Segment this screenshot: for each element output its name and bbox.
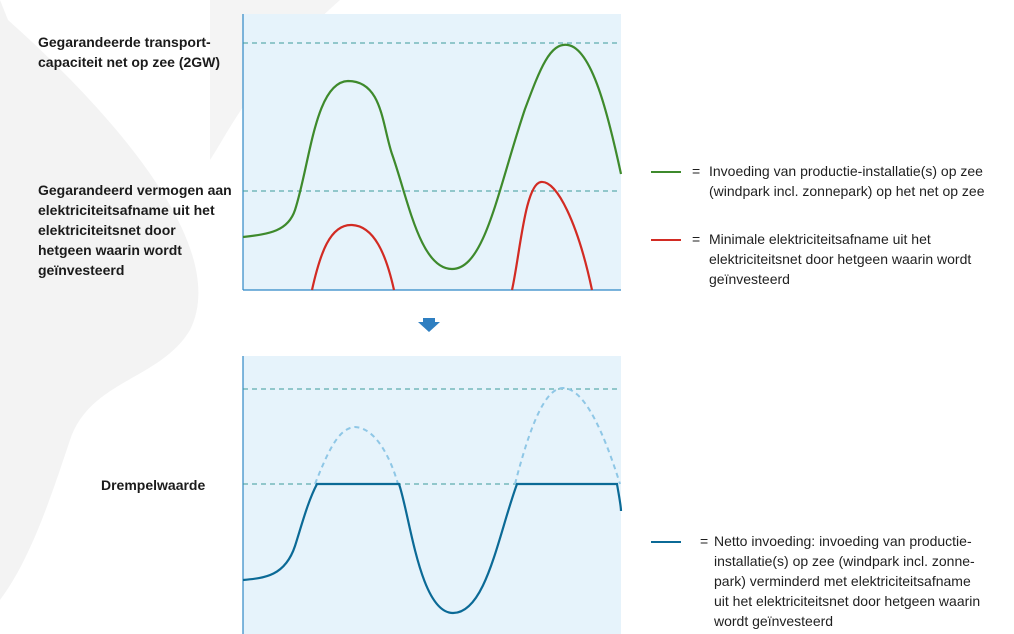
top-diagram — [242, 14, 623, 291]
legend-red-equals: = — [692, 231, 701, 247]
arrow-down-icon — [418, 318, 440, 332]
transport-capacity-label: Gegarandeerde transport- capaciteit net … — [38, 34, 221, 70]
legend-red-text: Minimale elektriciteitsafname uit het el… — [709, 231, 972, 287]
cut-off-peak-1 — [314, 425, 399, 485]
top-diagram-background — [243, 14, 621, 290]
legend-red-swatch — [651, 239, 681, 241]
legend-green-text: Invoeding van productie-installatie(s) o… — [709, 163, 985, 199]
legend-blue-swatch — [651, 541, 681, 543]
legend-blue-equals: = — [700, 533, 709, 549]
legend-blue-text: Netto invoeding: invoeding van productie… — [714, 533, 981, 629]
cut-off-peak-2 — [514, 386, 621, 485]
guaranteed-power-label: Gegarandeerd vermogen aan elektriciteits… — [38, 182, 232, 278]
red-load-curve-2 — [510, 180, 594, 291]
red-load-curve-1 — [310, 223, 396, 291]
threshold-label: Drempelwaarde — [101, 477, 206, 493]
net-supply-curve — [242, 482, 623, 615]
legend-green-swatch — [651, 171, 681, 173]
green-supply-curve — [242, 43, 623, 271]
bottom-diagram — [242, 356, 623, 634]
legend-green-equals: = — [692, 163, 701, 179]
bottom-diagram-background — [243, 356, 621, 634]
